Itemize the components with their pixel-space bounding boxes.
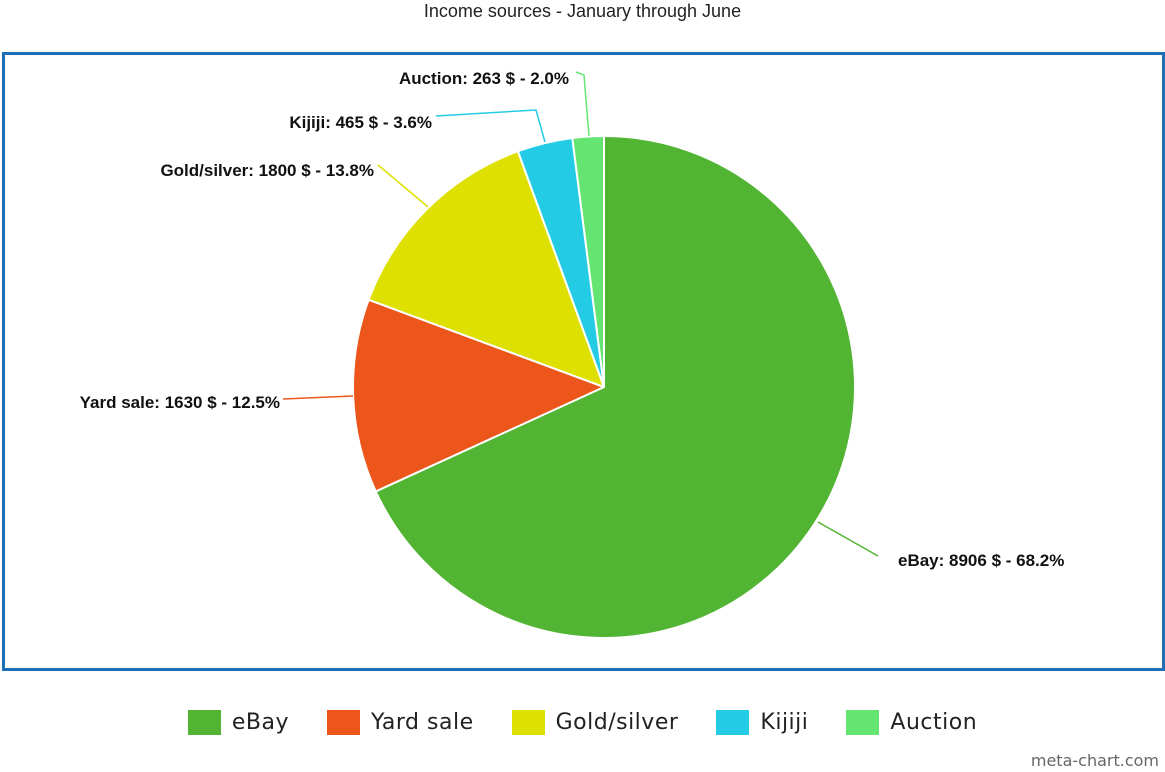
connector-line-auction <box>575 71 590 137</box>
legend-label-kijiji: Kijiji <box>760 709 809 735</box>
slice-label-auction: Auction: 263 $ - 2.0% <box>399 69 569 88</box>
plot-area-frame <box>2 52 1165 671</box>
legend-label-gold-silver: Gold/silver <box>555 709 679 735</box>
legend-item-kijiji[interactable]: Kijiji <box>716 709 809 735</box>
connector-line-gold-silver <box>377 164 429 208</box>
watermark-text: meta-chart.com <box>1030 751 1159 770</box>
pie-slice-yard-sale <box>352 298 605 493</box>
legend-swatch-kijiji <box>716 709 750 735</box>
legend-item-yard-sale[interactable]: Yard sale <box>327 709 474 735</box>
connector-line-ebay <box>817 521 879 557</box>
pie-slice-ebay <box>374 135 856 639</box>
pie-chart: eBay: 8906 $ - 68.2% Yard sale: 1630 $ - … <box>80 69 1064 639</box>
legend-swatch-yard-sale <box>327 709 360 735</box>
legend-label-ebay: eBay <box>231 709 289 735</box>
pie-slice-auction <box>571 135 605 388</box>
connector-line-yard-sale <box>282 395 354 400</box>
legend-swatch-auction <box>846 709 880 735</box>
pie-slice-gold-silver <box>367 150 605 388</box>
legend-item-gold-silver[interactable]: Gold/silver <box>511 709 679 735</box>
slice-label-gold-silver: Gold/silver: 1800 $ - 13.8% <box>160 161 374 180</box>
chart-legend: eBay Yard sale Gold/silver Kijiji Auction <box>0 706 1165 738</box>
legend-item-auction[interactable]: Auction <box>846 709 978 735</box>
legend-swatch-gold-silver <box>511 709 545 735</box>
slice-label-kijiji: Kijiji: 465 $ - 3.6% <box>289 113 432 132</box>
legend-label-auction: Auction <box>890 709 978 735</box>
slice-label-ebay: eBay: 8906 $ - 68.2% <box>898 551 1064 570</box>
legend-swatch-ebay <box>187 709 221 735</box>
legend-item-ebay[interactable]: eBay <box>187 709 289 735</box>
chart-title: Income sources - January through June <box>423 1 742 21</box>
slice-label-yard-sale: Yard sale: 1630 $ - 12.5% <box>80 393 280 412</box>
connector-line-kijiji <box>435 109 546 143</box>
legend-label-yard-sale: Yard sale <box>371 709 474 735</box>
